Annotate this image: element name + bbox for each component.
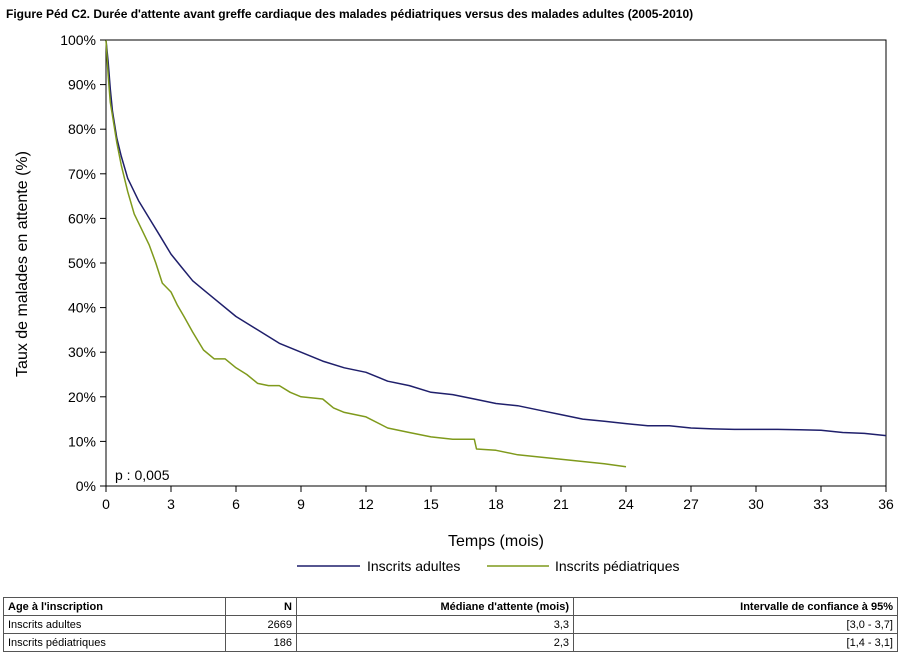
cell-n: 186	[225, 633, 297, 652]
legend-label-adults: Inscrits adultes	[367, 558, 460, 574]
table-header-row: Age à l'inscription N Médiane d'attente …	[3, 597, 898, 616]
cell-n: 2669	[225, 615, 297, 634]
x-tick-label: 15	[423, 496, 439, 512]
y-tick-label: 40%	[68, 300, 96, 316]
x-tick-label: 36	[878, 496, 894, 512]
y-tick-label: 20%	[68, 389, 96, 405]
y-tick-label: 100%	[60, 32, 96, 48]
plot-frame	[105, 39, 887, 487]
cell-median: 3,3	[296, 615, 574, 634]
header-age: Age à l'inscription	[3, 597, 226, 616]
cell-age: Inscrits pédiatriques	[3, 633, 226, 652]
x-tick-label: 30	[748, 496, 764, 512]
cell-ci: [1,4 - 3,1]	[573, 633, 898, 652]
x-axis-label: Temps (mois)	[448, 533, 544, 550]
x-tick-label: 33	[813, 496, 829, 512]
y-tick-label: 0%	[76, 478, 96, 494]
cell-ci: [3,0 - 3,7]	[573, 615, 898, 634]
y-axis-label: Taux de malades en attente (%)	[14, 151, 31, 377]
x-tick-label: 6	[232, 496, 240, 512]
y-tick-label: 30%	[68, 344, 96, 360]
legend: Inscrits adultes Inscrits pédiatriques	[297, 558, 680, 574]
table-row: Inscrits pédiatriques 186 2,3 [1,4 - 3,1…	[3, 633, 898, 652]
cell-median: 2,3	[296, 633, 574, 652]
x-tick-label: 3	[167, 496, 175, 512]
x-tick-label: 0	[102, 496, 110, 512]
x-tick-label: 12	[358, 496, 374, 512]
y-tick-label: 10%	[68, 433, 96, 449]
survival-chart: 0%10%20%30%40%50%60%70%80%90%100% 0 3 6 9 12…	[14, 32, 894, 574]
header-n: N	[225, 597, 297, 616]
summary-table: Age à l'inscription N Médiane d'attente …	[3, 597, 898, 652]
cell-age: Inscrits adultes	[3, 615, 226, 634]
table-row: Inscrits adultes 2669 3,3 [3,0 - 3,7]	[3, 615, 898, 634]
header-ci: Intervalle de confiance à 95%	[573, 597, 898, 616]
series-line-pediatrics	[105, 39, 627, 468]
y-tick-label: 60%	[68, 210, 96, 226]
y-tick-label: 50%	[68, 255, 96, 271]
p-value-annotation: p : 0,005	[115, 467, 170, 483]
x-tick-label: 24	[618, 496, 634, 512]
chart-title: Figure Péd C2. Durée d'attente avant gre…	[6, 7, 694, 21]
y-tick-label: 90%	[68, 77, 96, 93]
plot-area: 0%10%20%30%40%50%60%70%80%90%100% 0 3 6 9 12…	[60, 32, 894, 512]
x-tick-label: 21	[553, 496, 569, 512]
x-tick-label: 9	[297, 496, 305, 512]
y-axis: 0% 10% 20% 30% 40% 50% 60% 70% 80% 90% 100%	[60, 32, 106, 494]
x-tick-label: 18	[488, 496, 504, 512]
series-line-adults	[105, 39, 887, 437]
header-median: Médiane d'attente (mois)	[296, 597, 574, 616]
legend-label-pediatrics: Inscrits pédiatriques	[555, 558, 680, 574]
x-tick-label: 27	[683, 496, 699, 512]
y-tick-label: 80%	[68, 121, 96, 137]
x-axis: 0 3 6 9 12 15 18 21 24 27 30 33 36	[102, 486, 894, 512]
y-tick-label: 70%	[68, 166, 96, 182]
series-layer	[105, 39, 887, 468]
